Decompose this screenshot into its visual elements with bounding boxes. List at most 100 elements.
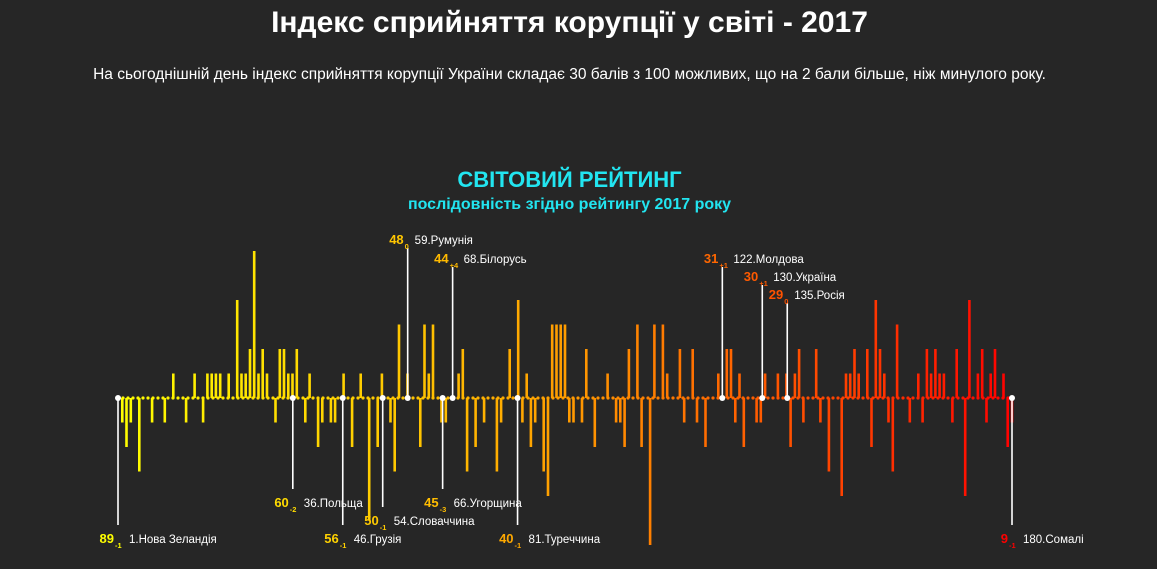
change-bar: [840, 398, 843, 496]
baseline-dot: [161, 396, 165, 400]
baseline-dot: [396, 396, 400, 400]
callout-change: -1: [340, 541, 347, 550]
baseline-dot: [151, 396, 155, 400]
change-bar: [776, 373, 780, 398]
baseline-dot: [821, 396, 825, 400]
baseline-dot: [556, 396, 560, 400]
baseline-dot: [911, 396, 915, 400]
baseline-dot: [201, 396, 205, 400]
baseline-dot: [866, 396, 870, 400]
baseline-dot: [846, 396, 850, 400]
callout-130: 30 +1 130.Україна: [744, 269, 837, 401]
baseline-dot: [756, 396, 760, 400]
callout-change: -2: [290, 505, 297, 514]
callout-label: 46.Грузія: [354, 534, 402, 546]
change-bar: [393, 398, 396, 472]
baseline-dot: [921, 396, 925, 400]
change-bar: [993, 349, 997, 398]
callout-change: 0: [784, 297, 788, 306]
baseline-dot: [631, 396, 635, 400]
baseline-dot: [611, 396, 615, 400]
callout-score: 45: [424, 495, 438, 510]
change-bar: [976, 373, 980, 398]
page-title: Індекс сприйняття корупції у світі - 201…: [271, 6, 868, 39]
change-bar: [963, 398, 967, 496]
change-bar: [546, 398, 550, 496]
baseline-dot: [666, 396, 670, 400]
callout-68: 44 +4 68.Білорусь: [434, 251, 527, 401]
change-bar: [172, 373, 175, 398]
baseline-dot: [271, 396, 275, 400]
change-bar: [989, 373, 992, 398]
baseline-dot: [651, 396, 655, 400]
callout-46: 56 -1 46.Грузія: [324, 395, 401, 550]
baseline-dot: [566, 396, 570, 400]
change-bar: [248, 349, 252, 398]
baseline-dot: [976, 396, 980, 400]
callout-dot: [404, 395, 411, 401]
callout-label: 122.Молдова: [733, 254, 804, 266]
baseline-dot: [346, 396, 350, 400]
baseline-dot: [971, 396, 975, 400]
baseline-dot: [591, 396, 595, 400]
callout-dot: [514, 395, 521, 401]
baseline-dot: [336, 396, 340, 400]
baseline-dot: [991, 396, 995, 400]
callout-score: 48: [389, 232, 403, 247]
callout-122: 31 +1 122.Молдова: [704, 251, 804, 401]
baseline-dot: [861, 396, 865, 400]
change-bar: [210, 373, 213, 398]
baseline-dot: [576, 396, 580, 400]
baseline-dot: [531, 396, 535, 400]
baseline-dot: [526, 396, 530, 400]
callout-dot: [289, 395, 296, 401]
baseline-dot: [296, 396, 300, 400]
change-bar: [380, 373, 384, 398]
baseline-dot: [361, 396, 365, 400]
change-bar: [887, 398, 890, 423]
change-bar: [397, 324, 401, 398]
callout-label: 130.Україна: [773, 272, 837, 284]
baseline-dot: [691, 396, 695, 400]
baseline-dot: [836, 396, 840, 400]
baseline-dot: [446, 396, 450, 400]
change-bar: [934, 349, 937, 398]
change-bar: [985, 398, 988, 423]
baseline-dot: [466, 396, 470, 400]
callout-score: 40: [499, 531, 513, 546]
change-bar: [568, 398, 571, 423]
change-bar: [614, 398, 618, 423]
baseline-dot: [496, 396, 500, 400]
callout-label: 180.Сомалі: [1023, 534, 1084, 546]
baseline-dot: [581, 396, 585, 400]
callout-score: 30: [744, 269, 758, 284]
change-bar: [444, 398, 448, 423]
callout-dot: [784, 395, 791, 401]
baseline-dot: [766, 396, 770, 400]
baseline-dot: [276, 396, 280, 400]
change-bar: [244, 373, 247, 398]
callout-change: -3: [440, 505, 447, 514]
callout-1: 89 -1 1.Нова Зеландія: [100, 395, 217, 550]
baseline-dot: [876, 396, 880, 400]
callout-change: -1: [115, 541, 122, 550]
baseline-dot: [141, 396, 145, 400]
callout-label: 81.Туреччина: [529, 534, 601, 546]
baseline-dot: [211, 396, 215, 400]
baseline-dot: [951, 396, 955, 400]
change-bar: [895, 324, 899, 398]
change-bar: [295, 349, 299, 398]
baseline-dot: [831, 396, 835, 400]
change-bar: [474, 398, 477, 447]
change-bar: [495, 398, 499, 472]
change-bar: [308, 373, 311, 398]
change-bar: [150, 398, 154, 423]
baseline-dot: [636, 396, 640, 400]
change-bar: [533, 398, 537, 423]
change-bar: [955, 349, 958, 398]
callout-dot: [379, 395, 386, 401]
baseline-dot: [616, 396, 620, 400]
change-bar: [793, 373, 797, 398]
change-bar: [521, 398, 524, 423]
